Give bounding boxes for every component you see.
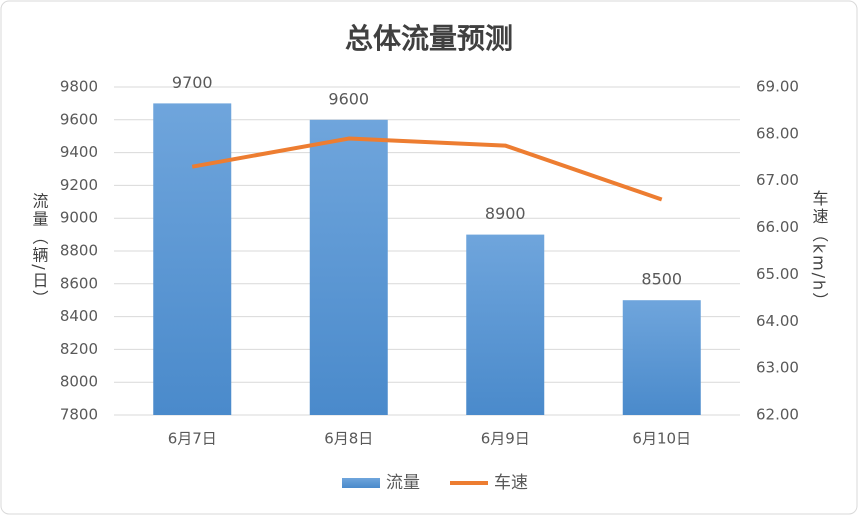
y-tick-label: 9400 [60,143,98,161]
bar [622,300,701,415]
data-label: 8900 [485,204,526,223]
y-tick-label: 8200 [60,340,98,358]
y2-tick-label: 62.00 [756,406,799,424]
y-tick-label: 9200 [60,176,98,194]
y-tick-label: 8000 [60,373,98,391]
data-label: 8500 [641,270,682,289]
x-tick-label: 6月7日 [168,430,217,448]
legend-swatch [342,478,380,488]
bar [153,103,232,416]
y2-tick-label: 65.00 [756,265,799,283]
chart-title: 总体流量预测 [345,22,513,55]
data-label: 9700 [172,73,213,92]
y2-tick-label: 64.00 [756,312,799,330]
y-axis-label: 流量（辆/日） [30,192,49,307]
legend-label: 流量 [386,473,420,493]
y-tick-label: 8600 [60,274,98,292]
x-tick-label: 6月10日 [632,430,691,448]
y2-tick-label: 69.00 [756,78,799,96]
y-tick-label: 8400 [60,307,98,325]
x-tick-label: 6月9日 [481,430,530,448]
y2-tick-label: 66.00 [756,218,799,236]
y-tick-label: 9000 [60,209,98,227]
y-tick-label: 9600 [60,110,98,128]
legend-label: 车速 [494,473,528,493]
y2-tick-label: 68.00 [756,124,799,142]
y-tick-label: 7800 [60,406,98,424]
y2-axis-label: 车速（km/h） [810,190,829,310]
bar [466,234,545,415]
line [191,136,663,202]
y2-tick-label: 63.00 [756,359,799,377]
y2-tick-label: 67.00 [756,171,799,189]
y-tick-label: 8800 [60,242,98,260]
y-tick-label: 9800 [60,78,98,96]
bar [309,119,388,416]
x-tick-label: 6月8日 [324,430,373,448]
data-label: 9600 [328,89,369,108]
